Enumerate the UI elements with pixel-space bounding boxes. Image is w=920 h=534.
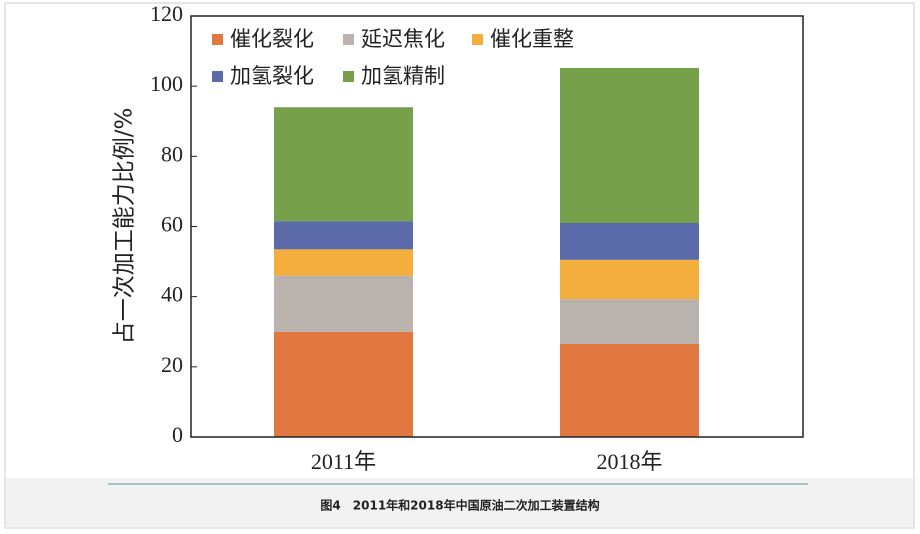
y-tick-label: 80	[161, 141, 183, 166]
bar-segment	[274, 249, 413, 276]
legend-swatch	[343, 34, 354, 45]
legend-label: 加氢裂化	[230, 64, 314, 88]
x-tick-label: 2011年	[311, 449, 376, 474]
bar-segment	[560, 222, 699, 260]
plot-frame	[190, 15, 804, 438]
y-tick-label: 120	[150, 1, 183, 26]
y-tick-label: 40	[161, 282, 183, 307]
x-tick-label: 2018年	[596, 449, 662, 474]
bar-segment	[560, 344, 699, 437]
legend-label: 加氢精制	[361, 64, 445, 88]
legend-swatch	[343, 71, 354, 82]
bar-segment	[274, 221, 413, 250]
figure-frame	[4, 2, 915, 529]
bar-segment	[274, 331, 413, 437]
bar-segment	[560, 299, 699, 345]
caption: 图4 2011年和2018年中国原油二次加工装置结构	[320, 498, 599, 513]
y-tick-label: 60	[161, 212, 183, 237]
legend-swatch	[212, 71, 223, 82]
legend-swatch	[212, 34, 223, 45]
y-tick-label: 20	[161, 352, 183, 377]
y-tick-label: 100	[150, 71, 183, 96]
bar-segment	[560, 259, 699, 300]
caption-band	[6, 478, 913, 527]
legend-label: 催化裂化	[230, 27, 314, 51]
legend-label: 延迟焦化	[361, 27, 445, 51]
legend-swatch	[472, 34, 483, 45]
y-tick-label: 0	[172, 422, 183, 447]
legend-label: 催化重整	[490, 27, 574, 51]
bar-segment	[274, 275, 413, 332]
bar-segment	[560, 67, 699, 223]
bar-segment	[274, 107, 413, 222]
y-axis-label: 占一次加工能力比例/%	[112, 108, 138, 345]
